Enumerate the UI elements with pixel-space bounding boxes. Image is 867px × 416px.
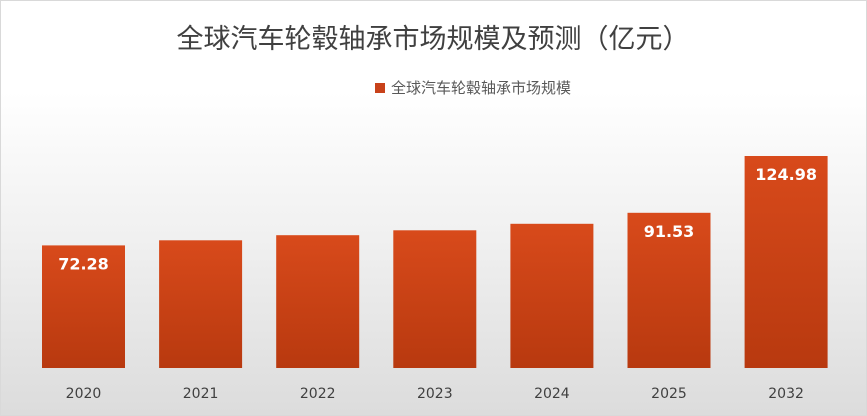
x-tick-2032: 2032 [768, 386, 804, 402]
x-tick-2024: 2024 [534, 386, 570, 402]
data-label-2020: 72.28 [58, 254, 109, 273]
x-tick-2023: 2023 [417, 386, 453, 402]
bar-2024 [510, 223, 594, 368]
data-label-2025: 91.53 [644, 222, 695, 241]
bar-2025 [627, 212, 711, 368]
legend-swatch [375, 83, 385, 93]
bar-2021 [159, 240, 243, 368]
x-axis-ticks: 2020 2021 2022 2023 2024 2025 2032 [66, 386, 804, 402]
x-tick-2025: 2025 [651, 386, 687, 402]
bars [42, 156, 828, 368]
bar-2022 [276, 235, 360, 368]
bar-2023 [393, 230, 477, 368]
bar-2020 [42, 245, 125, 368]
data-labels: 72.28 91.53 124.98 [58, 165, 817, 273]
legend-label: 全球汽车轮毂轴承市场规模 [391, 79, 571, 97]
x-tick-2022: 2022 [300, 386, 336, 402]
chart-title: 全球汽车轮毂轴承市场规模及预测（亿元） [177, 24, 690, 55]
x-tick-2020: 2020 [66, 386, 102, 402]
bar-2032 [744, 156, 828, 368]
data-label-2032: 124.98 [755, 165, 817, 184]
x-tick-2021: 2021 [183, 386, 219, 402]
legend: 全球汽车轮毂轴承市场规模 [375, 79, 571, 97]
